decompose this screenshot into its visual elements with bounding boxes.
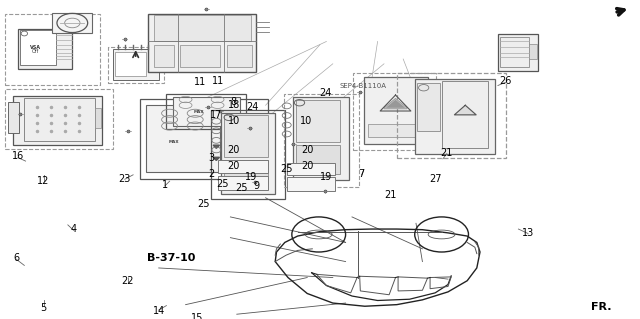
Text: 11: 11 bbox=[193, 77, 206, 87]
Text: 13: 13 bbox=[522, 228, 534, 238]
Bar bbox=[368, 124, 416, 137]
Bar bbox=[218, 176, 268, 190]
Text: 25: 25 bbox=[216, 179, 229, 189]
Text: MAX: MAX bbox=[193, 110, 204, 114]
Text: 20: 20 bbox=[227, 161, 240, 171]
Text: 22: 22 bbox=[122, 276, 134, 286]
Bar bbox=[500, 37, 529, 67]
Polygon shape bbox=[454, 105, 476, 115]
Text: 25: 25 bbox=[236, 183, 248, 193]
Bar bbox=[180, 45, 220, 67]
Bar bbox=[287, 177, 335, 191]
Bar bbox=[113, 49, 159, 80]
Text: SEP4-B1110A: SEP4-B1110A bbox=[339, 83, 386, 89]
Bar bbox=[221, 113, 275, 194]
Text: 24: 24 bbox=[319, 87, 332, 98]
Text: 18: 18 bbox=[228, 100, 241, 110]
Bar bbox=[364, 77, 428, 144]
Text: 27: 27 bbox=[429, 174, 442, 184]
Text: 3: 3 bbox=[208, 153, 214, 163]
Bar bbox=[218, 160, 268, 173]
Text: 20: 20 bbox=[227, 145, 240, 155]
Bar bbox=[24, 98, 95, 141]
Text: 19: 19 bbox=[320, 172, 333, 182]
Text: 16: 16 bbox=[12, 151, 24, 161]
Text: 10: 10 bbox=[227, 116, 240, 126]
Text: 23: 23 bbox=[118, 174, 131, 184]
Bar bbox=[287, 163, 335, 175]
Bar bbox=[5, 14, 100, 85]
Bar bbox=[498, 34, 538, 71]
Bar bbox=[529, 44, 537, 59]
Text: 1: 1 bbox=[162, 180, 168, 190]
Text: VSA: VSA bbox=[29, 45, 41, 50]
Text: 11: 11 bbox=[211, 76, 224, 86]
Text: 5: 5 bbox=[40, 302, 47, 313]
Text: 15: 15 bbox=[191, 313, 204, 319]
Polygon shape bbox=[384, 99, 407, 108]
Bar bbox=[146, 105, 220, 172]
Text: 19: 19 bbox=[245, 172, 258, 182]
Text: 8: 8 bbox=[230, 97, 237, 107]
Bar bbox=[353, 73, 436, 150]
Bar bbox=[293, 97, 349, 180]
Bar bbox=[224, 115, 268, 157]
Text: 20: 20 bbox=[301, 161, 314, 171]
Polygon shape bbox=[213, 145, 220, 148]
Text: Off: Off bbox=[31, 49, 39, 54]
Text: 20: 20 bbox=[301, 145, 314, 155]
Bar bbox=[140, 99, 268, 179]
Polygon shape bbox=[384, 99, 407, 108]
Text: 4: 4 bbox=[70, 224, 77, 234]
Bar bbox=[108, 47, 164, 83]
Bar bbox=[224, 160, 268, 188]
Bar bbox=[13, 96, 102, 145]
Text: 24: 24 bbox=[246, 102, 259, 112]
Bar bbox=[442, 81, 488, 148]
Text: MAX: MAX bbox=[169, 140, 179, 144]
Bar bbox=[154, 15, 251, 41]
Bar bbox=[154, 45, 174, 67]
Bar bbox=[227, 45, 252, 67]
Text: B-37-10: B-37-10 bbox=[147, 253, 196, 263]
Text: 14: 14 bbox=[152, 306, 165, 316]
Text: 7: 7 bbox=[358, 169, 365, 179]
Bar bbox=[397, 73, 506, 158]
Text: 25: 25 bbox=[197, 199, 210, 209]
Bar bbox=[415, 79, 495, 154]
Polygon shape bbox=[213, 157, 220, 160]
Bar bbox=[173, 97, 240, 126]
Bar bbox=[5, 89, 113, 149]
Text: 17: 17 bbox=[210, 110, 223, 120]
Bar bbox=[148, 14, 256, 72]
Bar bbox=[52, 13, 92, 33]
Bar bbox=[115, 52, 146, 76]
Text: 9: 9 bbox=[253, 181, 259, 191]
Bar bbox=[284, 94, 359, 187]
Bar bbox=[296, 145, 340, 174]
Text: 2: 2 bbox=[208, 169, 214, 179]
Bar bbox=[20, 30, 56, 65]
Text: 21: 21 bbox=[384, 189, 397, 200]
Text: 6: 6 bbox=[13, 253, 19, 263]
Bar bbox=[211, 110, 285, 199]
Bar bbox=[166, 94, 246, 129]
Text: 10: 10 bbox=[300, 116, 312, 126]
Text: FR.: FR. bbox=[591, 302, 612, 312]
Text: 12: 12 bbox=[37, 175, 50, 186]
Text: 21: 21 bbox=[440, 148, 453, 158]
Bar bbox=[417, 83, 440, 131]
Text: 25: 25 bbox=[280, 164, 293, 174]
Bar bbox=[8, 102, 19, 133]
Text: 26: 26 bbox=[499, 76, 512, 86]
Bar bbox=[95, 108, 101, 128]
Bar bbox=[296, 100, 340, 142]
Bar bbox=[18, 29, 72, 69]
